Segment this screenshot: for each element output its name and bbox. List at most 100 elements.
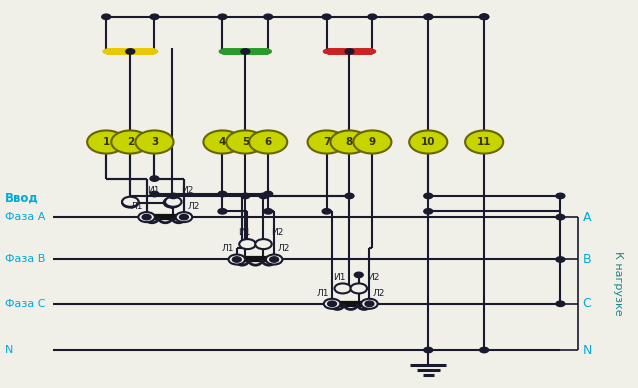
Text: И2: И2: [367, 272, 379, 282]
Text: И1: И1: [333, 272, 345, 282]
Circle shape: [241, 49, 249, 54]
Text: 5: 5: [242, 137, 249, 147]
Text: Л1: Л1: [221, 244, 234, 253]
Text: 4: 4: [219, 137, 226, 147]
Circle shape: [150, 14, 159, 19]
Circle shape: [345, 49, 354, 54]
Circle shape: [219, 50, 226, 54]
Circle shape: [126, 49, 135, 54]
Circle shape: [308, 130, 346, 154]
Circle shape: [111, 130, 149, 154]
Circle shape: [361, 299, 378, 309]
Text: 10: 10: [421, 137, 436, 147]
Circle shape: [232, 257, 241, 262]
Text: Ввод: Ввод: [4, 191, 38, 204]
Circle shape: [101, 14, 110, 19]
Circle shape: [218, 14, 227, 19]
Text: И2: И2: [181, 186, 194, 195]
Circle shape: [353, 130, 392, 154]
Circle shape: [409, 130, 447, 154]
Text: Фаза A: Фаза A: [4, 212, 45, 222]
Circle shape: [87, 130, 125, 154]
Text: И2: И2: [272, 228, 284, 237]
Text: C: C: [582, 297, 591, 310]
Circle shape: [556, 193, 565, 199]
Circle shape: [465, 130, 503, 154]
Circle shape: [259, 193, 268, 199]
Text: 1: 1: [103, 137, 110, 147]
Circle shape: [122, 197, 138, 208]
Circle shape: [424, 347, 433, 353]
Circle shape: [226, 130, 264, 154]
Text: И1: И1: [237, 228, 250, 237]
Circle shape: [480, 14, 489, 19]
Circle shape: [480, 347, 489, 353]
Circle shape: [165, 197, 182, 207]
Circle shape: [369, 50, 376, 54]
Text: И1: И1: [147, 186, 160, 195]
Text: Л1: Л1: [131, 202, 144, 211]
Circle shape: [204, 130, 242, 154]
Circle shape: [354, 272, 363, 277]
Text: К нагрузке: К нагрузке: [612, 251, 623, 316]
Text: 11: 11: [477, 137, 491, 147]
Text: N: N: [4, 345, 13, 355]
Circle shape: [322, 209, 331, 214]
Text: 7: 7: [323, 137, 330, 147]
Circle shape: [556, 215, 565, 220]
Text: 2: 2: [127, 137, 134, 147]
Text: Фаза B: Фаза B: [4, 255, 45, 265]
Text: Л2: Л2: [278, 244, 290, 253]
Circle shape: [249, 130, 287, 154]
Text: 8: 8: [346, 137, 353, 147]
Circle shape: [239, 239, 256, 249]
Circle shape: [138, 212, 155, 222]
Text: 6: 6: [265, 137, 272, 147]
Circle shape: [263, 14, 272, 19]
Circle shape: [556, 301, 565, 307]
Circle shape: [365, 301, 374, 307]
Circle shape: [255, 239, 272, 249]
Circle shape: [368, 14, 377, 19]
Circle shape: [330, 130, 369, 154]
Circle shape: [142, 215, 151, 220]
Circle shape: [218, 191, 227, 197]
Circle shape: [480, 14, 489, 19]
Circle shape: [169, 193, 178, 199]
Circle shape: [424, 209, 433, 214]
Circle shape: [175, 212, 192, 222]
Circle shape: [103, 50, 109, 54]
Circle shape: [328, 301, 336, 307]
Circle shape: [350, 283, 367, 293]
Text: B: B: [582, 253, 591, 266]
Circle shape: [218, 209, 227, 214]
Circle shape: [150, 176, 159, 181]
Circle shape: [263, 191, 272, 197]
Circle shape: [151, 50, 158, 54]
Circle shape: [270, 257, 279, 262]
Circle shape: [265, 50, 271, 54]
Text: Л1: Л1: [316, 289, 329, 298]
Text: 3: 3: [151, 137, 158, 147]
Text: Л2: Л2: [187, 202, 200, 211]
Text: N: N: [582, 343, 592, 357]
Text: 9: 9: [369, 137, 376, 147]
Circle shape: [323, 50, 330, 54]
Text: A: A: [582, 211, 591, 223]
Circle shape: [228, 255, 245, 265]
Circle shape: [150, 191, 159, 197]
Circle shape: [179, 215, 188, 220]
Circle shape: [322, 14, 331, 19]
Circle shape: [324, 299, 340, 309]
Circle shape: [556, 257, 565, 262]
Circle shape: [266, 255, 283, 265]
Circle shape: [334, 283, 351, 293]
Circle shape: [241, 193, 249, 199]
Circle shape: [424, 14, 433, 19]
Circle shape: [263, 209, 272, 214]
Circle shape: [135, 130, 174, 154]
Circle shape: [480, 14, 489, 19]
Circle shape: [345, 193, 354, 199]
Circle shape: [424, 14, 433, 19]
Circle shape: [122, 197, 138, 207]
